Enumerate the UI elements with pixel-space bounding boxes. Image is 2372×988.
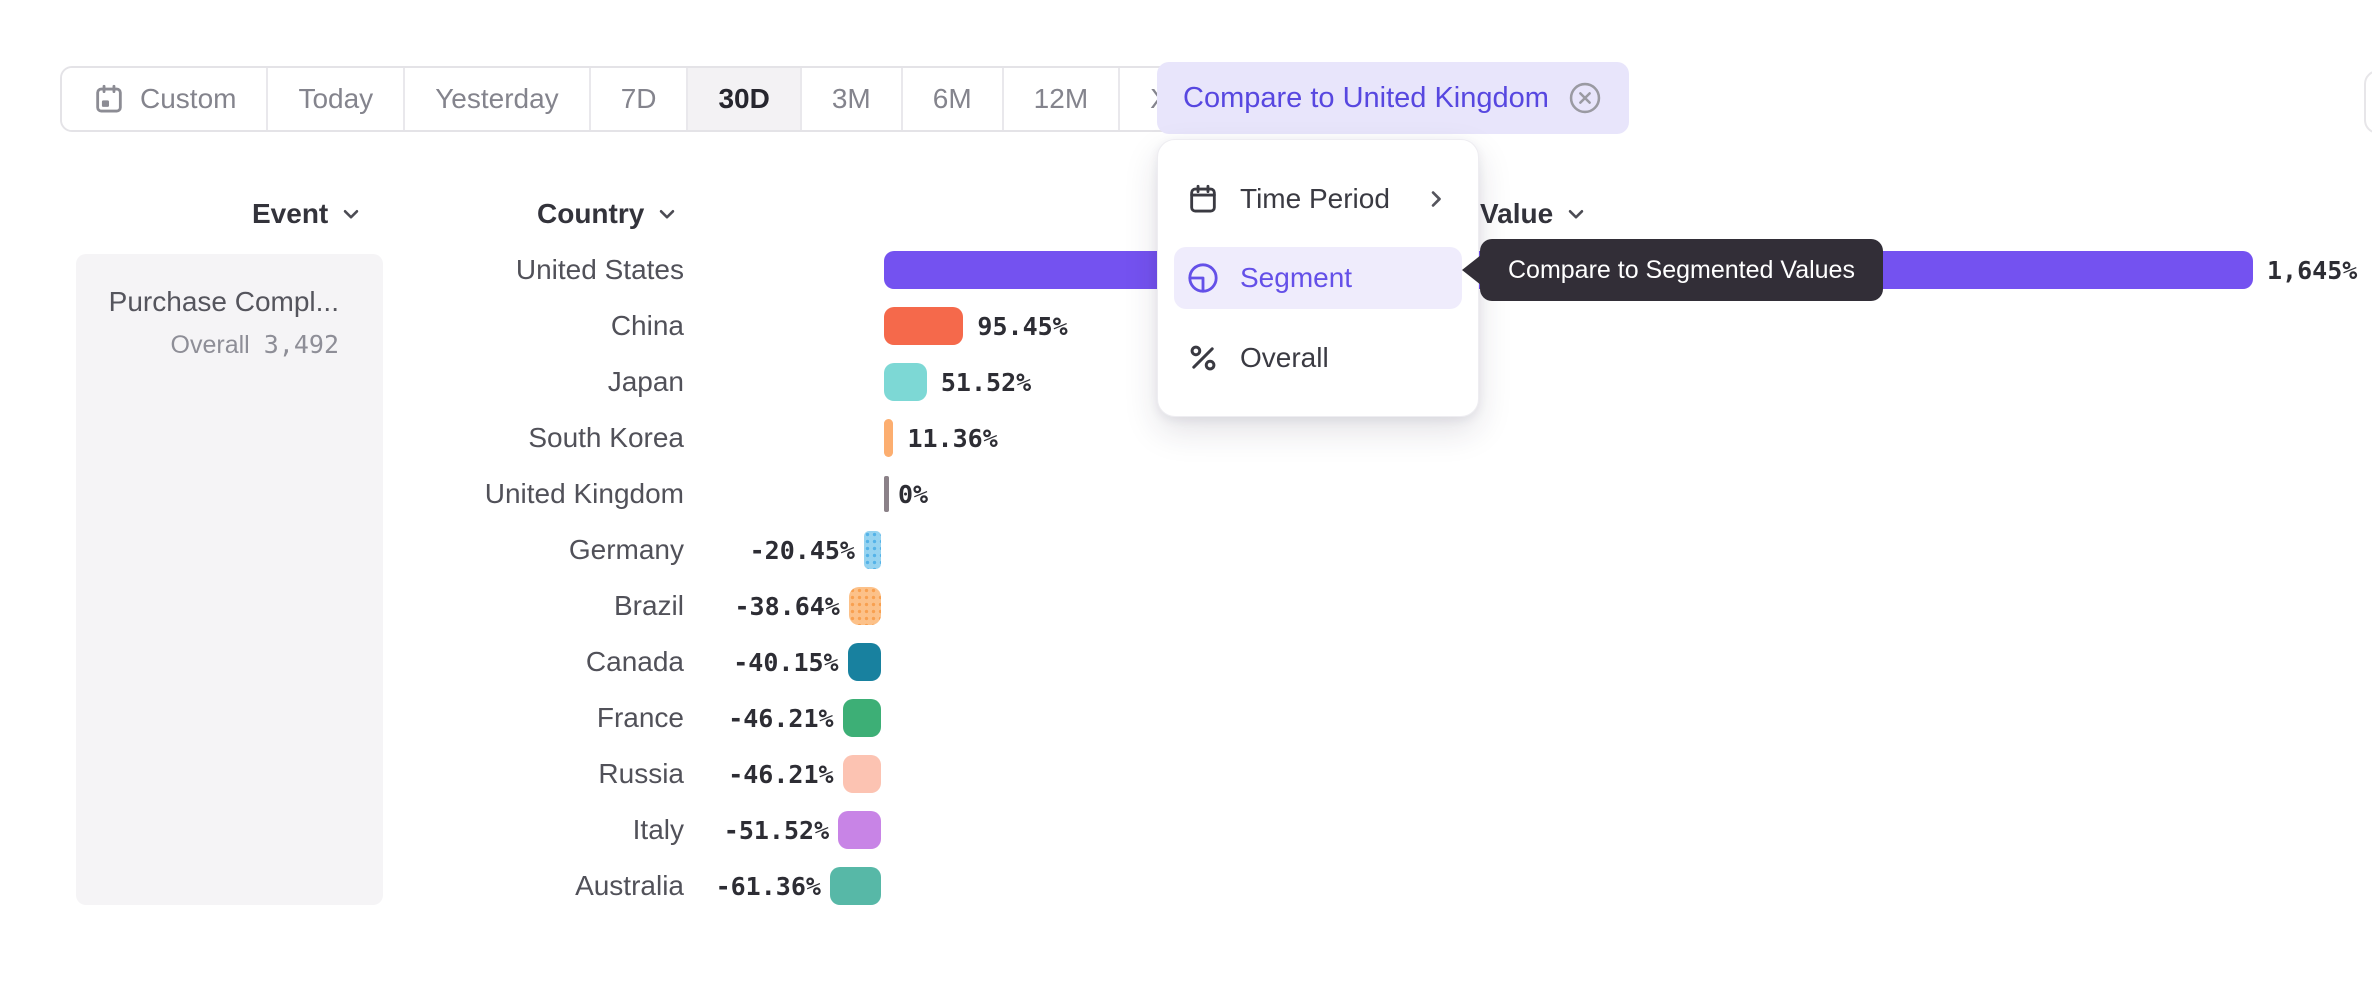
value-label: -38.64% xyxy=(734,592,840,621)
calendar-custom-icon xyxy=(92,82,126,116)
menu-item-overall[interactable]: Overall xyxy=(1174,327,1462,389)
date-range-label: 12M xyxy=(1033,83,1089,114)
bar-italy[interactable] xyxy=(838,811,881,849)
chart-row-australia: Australia -61.36% xyxy=(0,858,2372,914)
value-label: 95.45% xyxy=(977,312,1068,341)
tooltip-compare-to-segmented-values: Compare to Segmented Values xyxy=(1462,239,1883,301)
percent-icon xyxy=(1186,341,1220,375)
column-header-value[interactable]: Value xyxy=(1480,196,1589,232)
event-panel[interactable]: Purchase Compl... Overall 3,492 xyxy=(76,254,383,905)
date-range-custom[interactable]: Custom xyxy=(62,68,269,130)
country-label: South Korea xyxy=(528,422,684,453)
country-label: Russia xyxy=(598,758,684,789)
chart-row-japan: Japan 51.52% xyxy=(0,354,2372,410)
bar-japan[interactable] xyxy=(884,363,927,401)
compare-chip-label: Compare to United Kingdom xyxy=(1183,81,1549,114)
chart-row-south-korea: South Korea 11.36% xyxy=(0,410,2372,466)
date-range-label: Custom xyxy=(140,83,237,114)
chart-row-russia: Russia -46.21% xyxy=(0,746,2372,802)
chart-row-brazil: Brazil -38.64% xyxy=(0,578,2372,634)
tooltip-text: Compare to Segmented Values xyxy=(1508,255,1855,284)
chart-row-germany: Germany -20.45% xyxy=(0,522,2372,578)
menu-item-time-period[interactable]: Time Period xyxy=(1174,168,1462,230)
country-label: France xyxy=(596,702,684,733)
value-label: 51.52% xyxy=(940,368,1032,397)
chevron-right-icon xyxy=(1422,185,1450,213)
bar-brazil[interactable] xyxy=(848,587,881,625)
date-range-7d[interactable]: 7D xyxy=(590,68,689,130)
country-label: Brazil xyxy=(613,590,684,621)
compare-dropdown-menu: Time Period Segment Overall xyxy=(1157,139,1479,417)
chart-row-united-kingdom: United Kingdom 0% xyxy=(0,466,2372,522)
date-range-3m[interactable]: 3M xyxy=(801,68,903,130)
event-subtitle: Overall 3,492 xyxy=(96,330,339,360)
chevron-down-icon xyxy=(338,201,364,227)
column-header-country[interactable]: Country xyxy=(537,196,680,232)
date-range-label: Yesterday xyxy=(435,83,559,114)
date-range-label: 3M xyxy=(831,83,871,114)
date-range-30d[interactable]: 30D xyxy=(688,68,802,130)
compare-chip[interactable]: Compare to United Kingdom xyxy=(1157,62,1629,134)
date-range-label: Today xyxy=(298,83,374,114)
chart-row-italy: Italy -51.52% xyxy=(0,802,2372,858)
country-label: United Kingdom xyxy=(484,478,684,509)
date-range-12m[interactable]: 12M xyxy=(1003,68,1121,130)
country-label: Australia xyxy=(575,870,684,901)
chart-row-canada: Canada -40.15% xyxy=(0,634,2372,690)
bar-south-korea[interactable] xyxy=(884,419,894,457)
bar-china[interactable] xyxy=(884,307,964,345)
value-label: -51.52% xyxy=(723,816,830,845)
menu-item-label: Segment xyxy=(1240,262,1353,293)
column-header-event[interactable]: Event xyxy=(252,196,364,232)
value-label: -40.15% xyxy=(733,648,839,677)
menu-item-segment[interactable]: Segment xyxy=(1174,247,1462,309)
bar-australia[interactable] xyxy=(829,867,881,905)
value-label: -61.36% xyxy=(715,872,821,901)
date-range-label: 30D xyxy=(718,83,770,114)
country-label: United States xyxy=(515,254,684,285)
event-metric-value: 3,492 xyxy=(263,330,339,359)
date-range-control: CustomTodayYesterday7D30D3M6M12MXTD xyxy=(60,66,1277,132)
value-label: 0% xyxy=(898,480,929,509)
country-label: Germany xyxy=(568,534,684,565)
column-header-event-label: Event xyxy=(252,198,329,229)
calendar-icon xyxy=(1186,182,1220,216)
menu-item-label: Overall xyxy=(1240,341,1329,373)
country-label: China xyxy=(610,310,684,341)
date-range-label: 6M xyxy=(932,83,972,114)
country-label: Canada xyxy=(585,646,684,677)
date-range-today[interactable]: Today xyxy=(268,68,406,130)
date-range-yesterday[interactable]: Yesterday xyxy=(405,68,591,130)
date-range-label: 7D xyxy=(620,83,657,114)
column-header-value-label: Value xyxy=(1480,198,1554,229)
value-label: 11.36% xyxy=(907,424,998,453)
country-label: Japan xyxy=(607,366,684,397)
segment-pie-icon xyxy=(1186,261,1220,295)
event-title: Purchase Compl... xyxy=(108,286,339,317)
bar-france[interactable] xyxy=(842,699,881,737)
chevron-down-icon xyxy=(1563,201,1589,227)
value-label: 1,645% xyxy=(2267,256,2358,285)
bar-canada[interactable] xyxy=(847,643,881,681)
column-header-country-label: Country xyxy=(537,198,645,229)
menu-item-label: Time Period xyxy=(1240,182,1390,214)
country-label: Italy xyxy=(632,814,684,845)
bar-germany[interactable] xyxy=(863,531,881,569)
x-circle-icon[interactable] xyxy=(1567,80,1603,116)
value-label: -46.21% xyxy=(728,704,834,733)
date-range-6m[interactable]: 6M xyxy=(902,68,1004,130)
baseline-tick-united-kingdom[interactable] xyxy=(884,476,889,512)
event-metric-label: Overall xyxy=(170,331,250,359)
partial-card-right-edge xyxy=(2364,70,2372,134)
chevron-down-icon xyxy=(654,201,680,227)
bar-russia[interactable] xyxy=(842,755,881,793)
chart-row-china: China 95.45% xyxy=(0,298,2372,354)
chart-row-france: France -46.21% xyxy=(0,690,2372,746)
value-label: -20.45% xyxy=(749,536,855,565)
value-label: -46.21% xyxy=(728,760,834,789)
